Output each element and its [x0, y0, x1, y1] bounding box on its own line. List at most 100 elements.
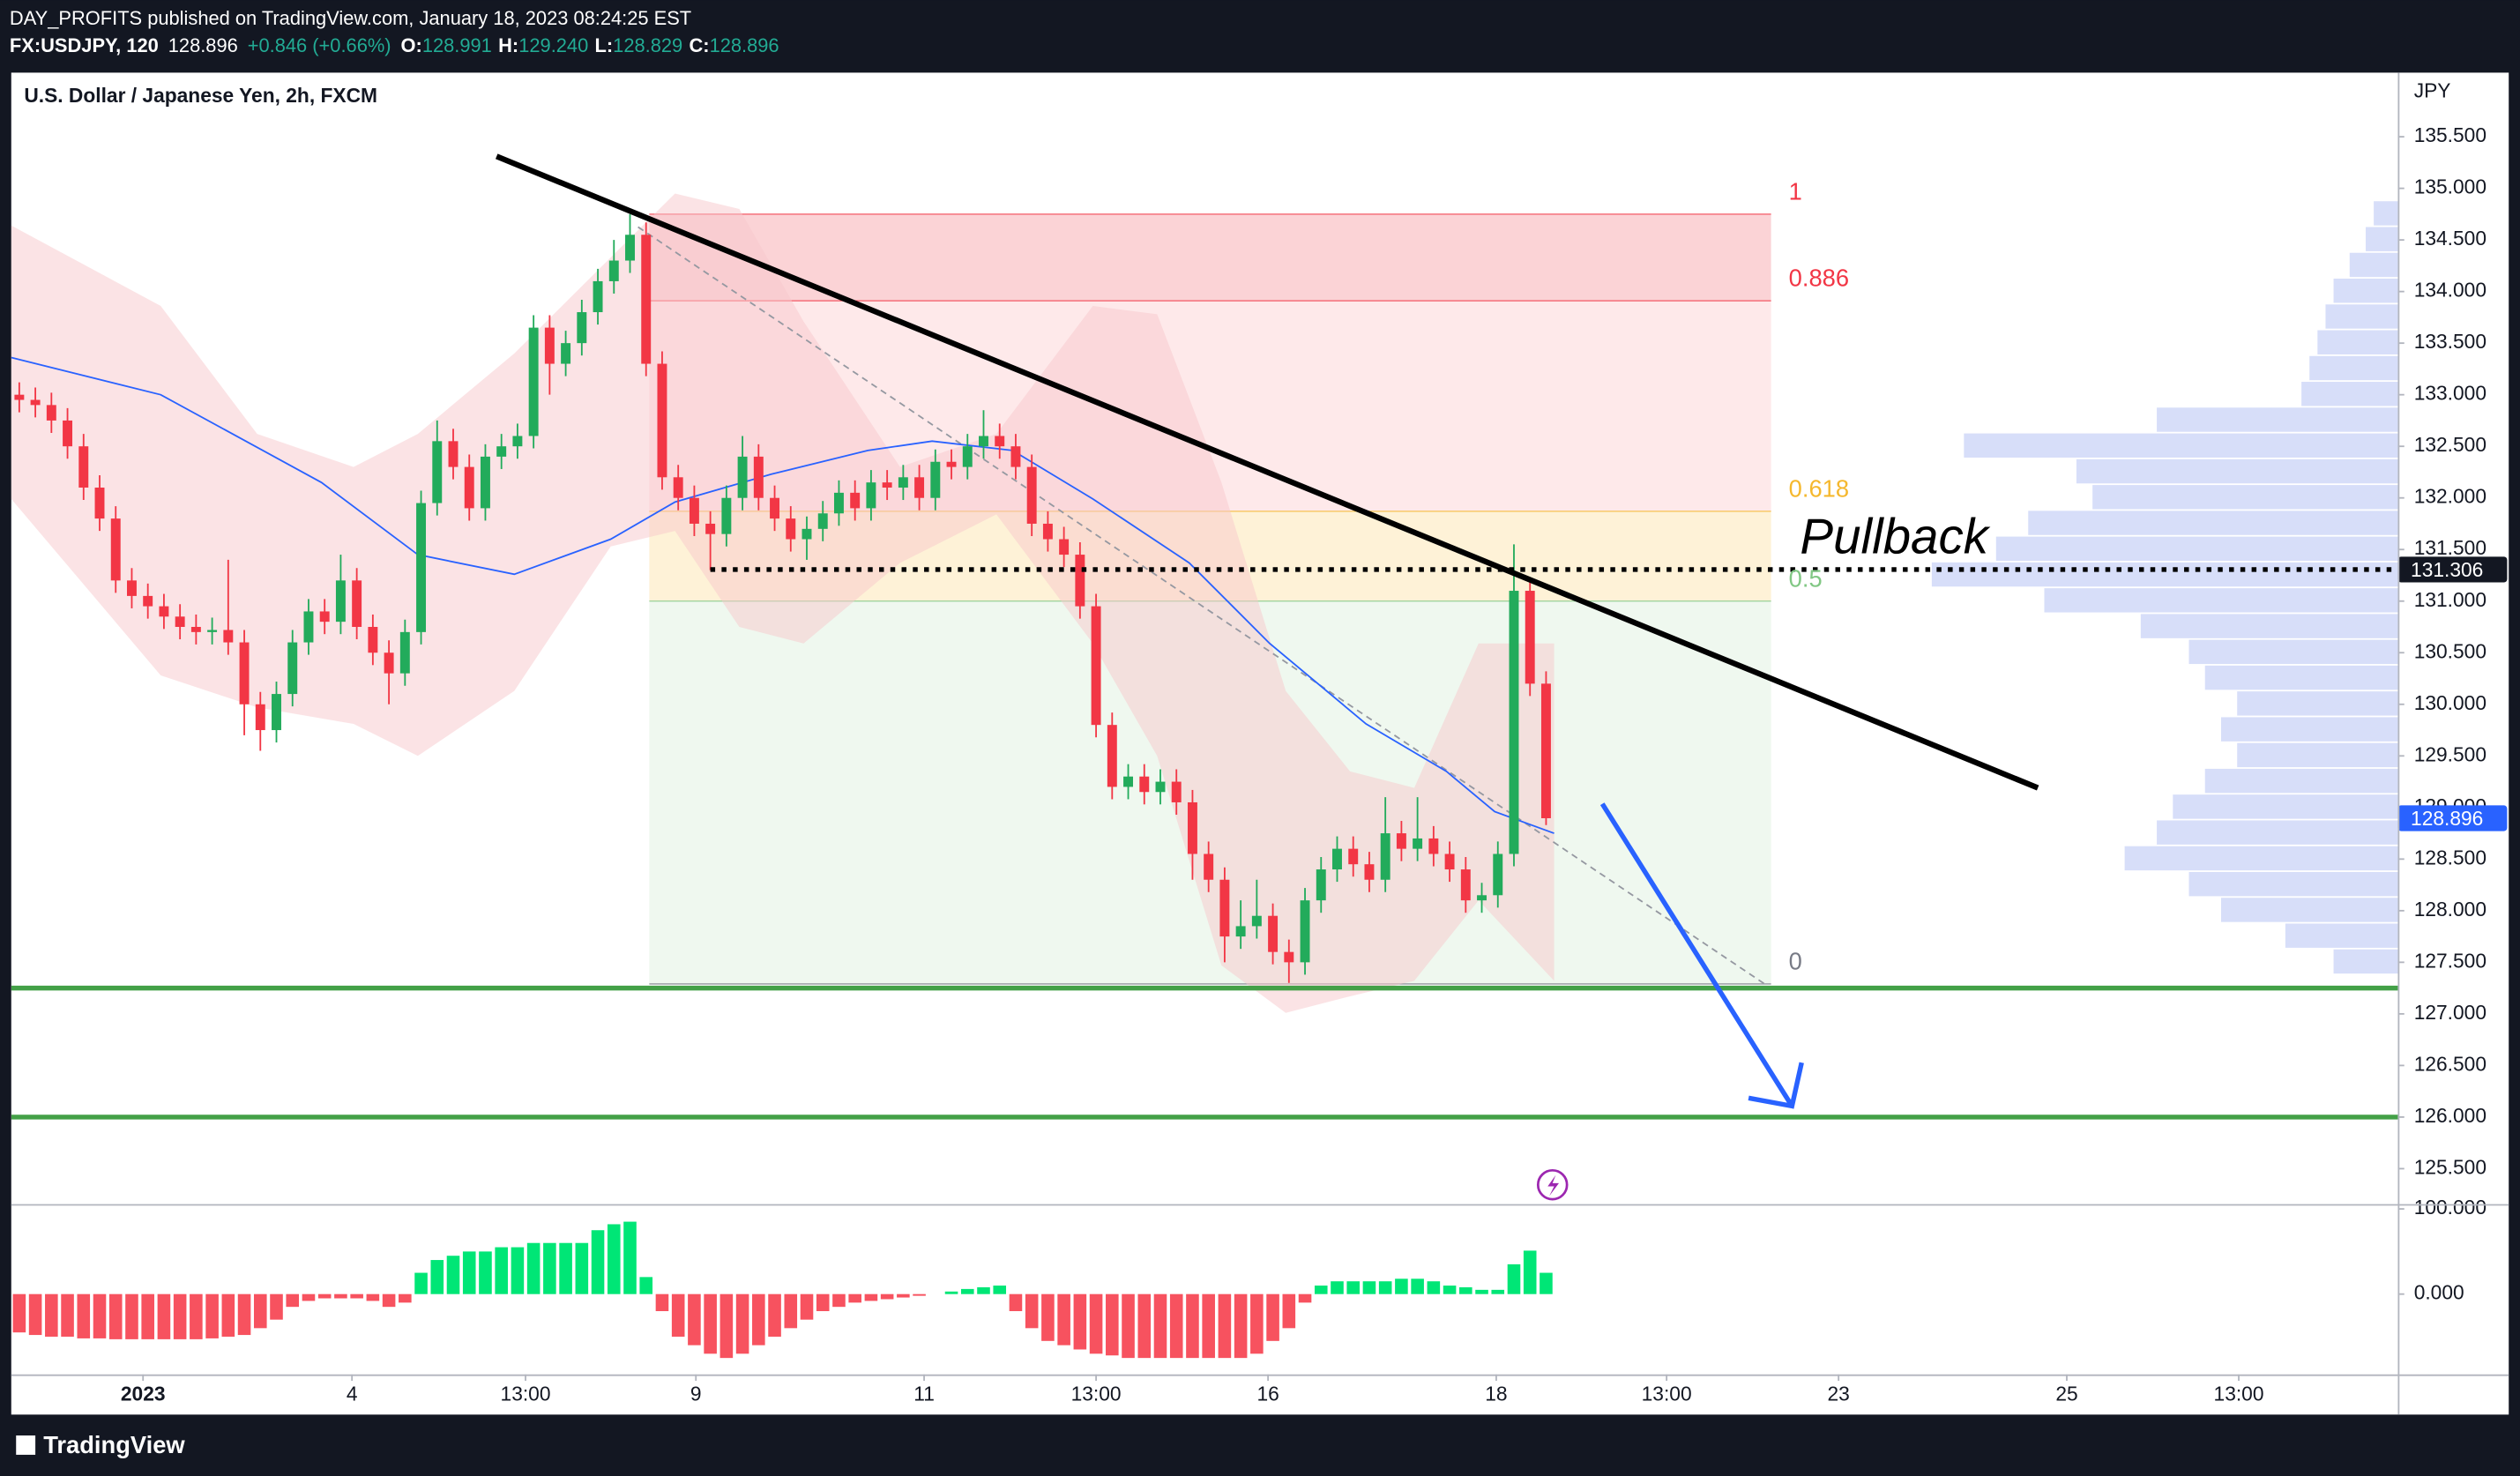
- candle-body: [930, 461, 941, 498]
- osc-tick-label: 100.000: [2414, 1196, 2486, 1219]
- arrow-shaft: [1599, 802, 1794, 1107]
- ohlc-label: O:: [401, 34, 422, 56]
- y-tick-label: 135.000: [2414, 175, 2486, 198]
- y-tick-label: 130.000: [2414, 691, 2486, 714]
- oscillator-bar: [1443, 1286, 1457, 1294]
- candle-body: [689, 497, 699, 524]
- ohlc-value: 128.991: [422, 34, 492, 56]
- arrow-head: [1748, 1062, 1804, 1109]
- volume-profile-bar: [2188, 871, 2398, 897]
- oscillator-bar: [1234, 1293, 1248, 1359]
- oscillator-bar: [1025, 1293, 1039, 1329]
- oscillator-bar: [1169, 1293, 1183, 1359]
- oscillator-bar: [317, 1293, 332, 1299]
- oscillator-bar: [511, 1247, 525, 1294]
- candle-body: [737, 456, 748, 498]
- x-tick-label: 11: [913, 1383, 935, 1405]
- candle-body: [544, 327, 555, 364]
- candle-body: [159, 606, 169, 617]
- oscillator-bar: [1122, 1293, 1135, 1359]
- oscillator-bar: [864, 1293, 878, 1301]
- candle-body: [239, 642, 250, 704]
- candle-body: [1284, 951, 1294, 963]
- overlay: 1 0.886 0.618 0.5 0 Pullback 135.500 135.000 134…: [121, 123, 2508, 1405]
- x-tick-label: 13:00: [501, 1383, 551, 1405]
- moving-average: [11, 356, 1554, 834]
- brand: TradingView: [43, 1431, 185, 1458]
- volume-profile-bar: [2220, 717, 2398, 742]
- candle-body: [1059, 539, 1070, 555]
- volume-profile-bar: [2188, 639, 2398, 665]
- candle-body: [1268, 915, 1279, 952]
- volume-profile-bar: [2140, 614, 2398, 638]
- candle-body: [512, 436, 523, 447]
- oscillator-bar: [816, 1293, 830, 1312]
- oscillator-bar: [897, 1293, 910, 1298]
- x-tick-label: 16: [1256, 1383, 1279, 1405]
- candle-body: [593, 280, 603, 313]
- oscillator-bar: [1427, 1281, 1441, 1294]
- oscillator-bar: [768, 1293, 781, 1337]
- candle-body: [1139, 776, 1150, 793]
- oscillator-bar: [591, 1230, 605, 1294]
- oscillator-bar: [45, 1293, 58, 1337]
- price-label-box: [2397, 805, 2508, 831]
- volume-profile-bar: [2333, 279, 2398, 303]
- oscillator-bar: [28, 1293, 42, 1336]
- oscillator-bar: [237, 1293, 251, 1336]
- fib-label: 0: [1789, 947, 1802, 974]
- oscillator-bar: [880, 1293, 894, 1300]
- volume-profile-bar: [2333, 949, 2398, 974]
- oscillator-bar: [366, 1293, 380, 1301]
- candle-body: [464, 466, 474, 509]
- candle-body: [1477, 895, 1487, 901]
- volume-profile-bar: [2044, 588, 2398, 613]
- oscillator-bar: [108, 1293, 123, 1339]
- x-tick-label: 9: [690, 1383, 702, 1405]
- oscillator-bar: [382, 1293, 396, 1308]
- candle-body: [770, 497, 780, 519]
- oscillator-bar: [350, 1293, 363, 1299]
- volume-profile-bar: [2076, 458, 2398, 484]
- oscillator-bar: [1362, 1281, 1376, 1294]
- candle-body: [1332, 848, 1342, 870]
- candle-body: [962, 446, 973, 467]
- candle-body: [1364, 864, 1375, 880]
- x-tick-label: 4: [347, 1383, 358, 1405]
- candle-body: [1540, 683, 1551, 818]
- oscillator-bar: [1540, 1272, 1553, 1294]
- candle-body: [63, 420, 73, 447]
- ohlc-value: 129.240: [518, 34, 588, 56]
- oscillator-bar: [1137, 1293, 1152, 1359]
- candle-body: [1075, 555, 1085, 607]
- y-tick-label: 129.500: [2414, 742, 2486, 765]
- candle-body: [641, 235, 652, 364]
- y-tick-label: 127.500: [2414, 949, 2486, 972]
- candle-body: [78, 446, 89, 488]
- oscillator-bar: [960, 1288, 974, 1294]
- oscillator-bar: [1378, 1281, 1392, 1294]
- x-tick-label: 25: [2055, 1383, 2077, 1405]
- ohlc-label: C:: [690, 34, 710, 56]
- volume-profile-bar: [2157, 407, 2398, 432]
- oscillator-bar: [639, 1277, 653, 1294]
- y-tick-label: 134.500: [2414, 227, 2486, 250]
- oscillator-bar: [61, 1293, 74, 1337]
- oscillator-bar: [977, 1286, 990, 1294]
- candle-body: [110, 518, 121, 581]
- oscillator-bar: [1507, 1264, 1521, 1294]
- oscillator-bar: [688, 1293, 701, 1346]
- oscillator-bar: [993, 1286, 1007, 1294]
- oscillator-bar: [1153, 1293, 1167, 1359]
- candle-body: [480, 456, 490, 509]
- candle-body: [190, 627, 201, 632]
- candle-body: [1380, 833, 1390, 880]
- y-tick-label: 127.000: [2414, 1001, 2486, 1024]
- oscillator-bar: [1395, 1278, 1408, 1294]
- oscillator-bar: [125, 1293, 138, 1339]
- oscillator-bar: [543, 1242, 556, 1294]
- candle-body: [705, 523, 716, 534]
- oscillator-bar: [430, 1260, 444, 1294]
- candle-body: [223, 630, 234, 643]
